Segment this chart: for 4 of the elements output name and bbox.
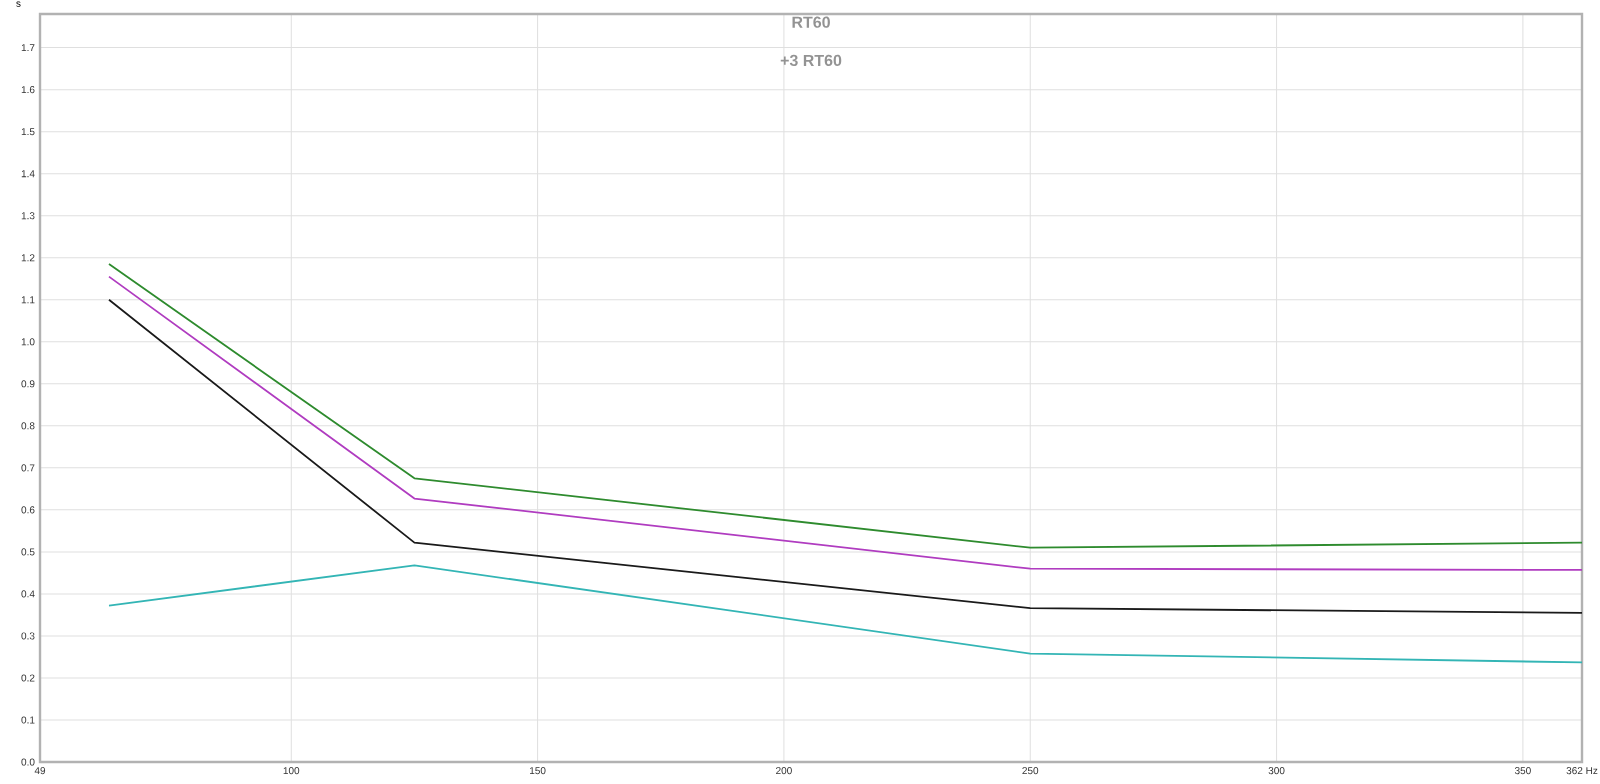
text: +3 RT60 xyxy=(780,54,842,67)
line-series xyxy=(108,298,1583,614)
chart-title: RT60 xyxy=(792,16,830,28)
line-series xyxy=(108,564,1583,664)
